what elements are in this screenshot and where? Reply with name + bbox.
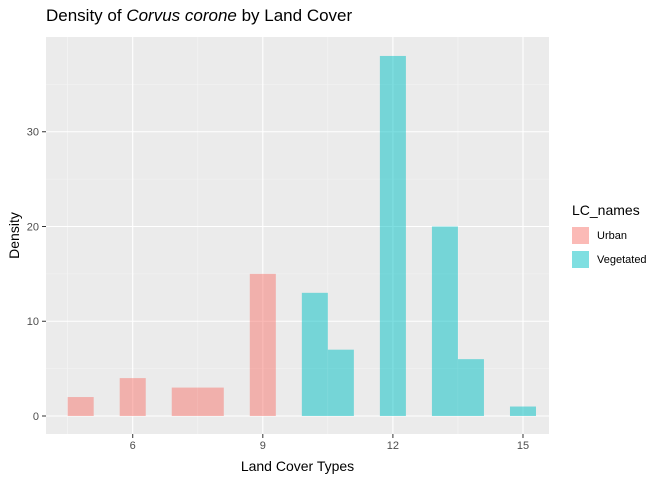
- x-tick-label: 15: [517, 440, 529, 452]
- y-tick-label: 20: [27, 221, 39, 233]
- legend-label-vegetated: Vegetated: [597, 253, 647, 266]
- bar-urban-1: [119, 378, 146, 416]
- y-tick-label: 30: [27, 127, 39, 139]
- y-axis-title: Density: [6, 212, 22, 259]
- bar-urban-4: [249, 273, 276, 416]
- legend-key-vegetated: [572, 251, 589, 268]
- x-axis-title: Land Cover Types: [241, 458, 354, 474]
- x-tick-label: 9: [260, 440, 266, 452]
- legend-item-urban: Urban: [572, 227, 627, 244]
- x-tick-label: 6: [130, 440, 136, 452]
- legend-key-urban: [572, 227, 589, 244]
- bar-vegetated-5: [509, 406, 536, 416]
- legend-title: LC_names: [572, 202, 640, 218]
- bar-vegetated-1: [327, 349, 354, 416]
- y-tick-label: 10: [27, 316, 39, 328]
- bar-urban-2: [171, 387, 198, 416]
- chart-title: Density of Corvus corone by Land Cover: [46, 6, 353, 25]
- x-tick-label: 12: [387, 440, 399, 452]
- bar-vegetated-3: [431, 226, 458, 416]
- bar-urban-3: [197, 387, 224, 416]
- bar-vegetated-0: [301, 292, 328, 416]
- legend-label-urban: Urban: [597, 229, 627, 242]
- bar-vegetated-4: [457, 359, 484, 416]
- y-tick-label: 0: [33, 411, 39, 423]
- bar-urban-0: [67, 397, 94, 416]
- bar-vegetated-2: [379, 55, 406, 416]
- legend-item-vegetated: Vegetated: [572, 251, 647, 268]
